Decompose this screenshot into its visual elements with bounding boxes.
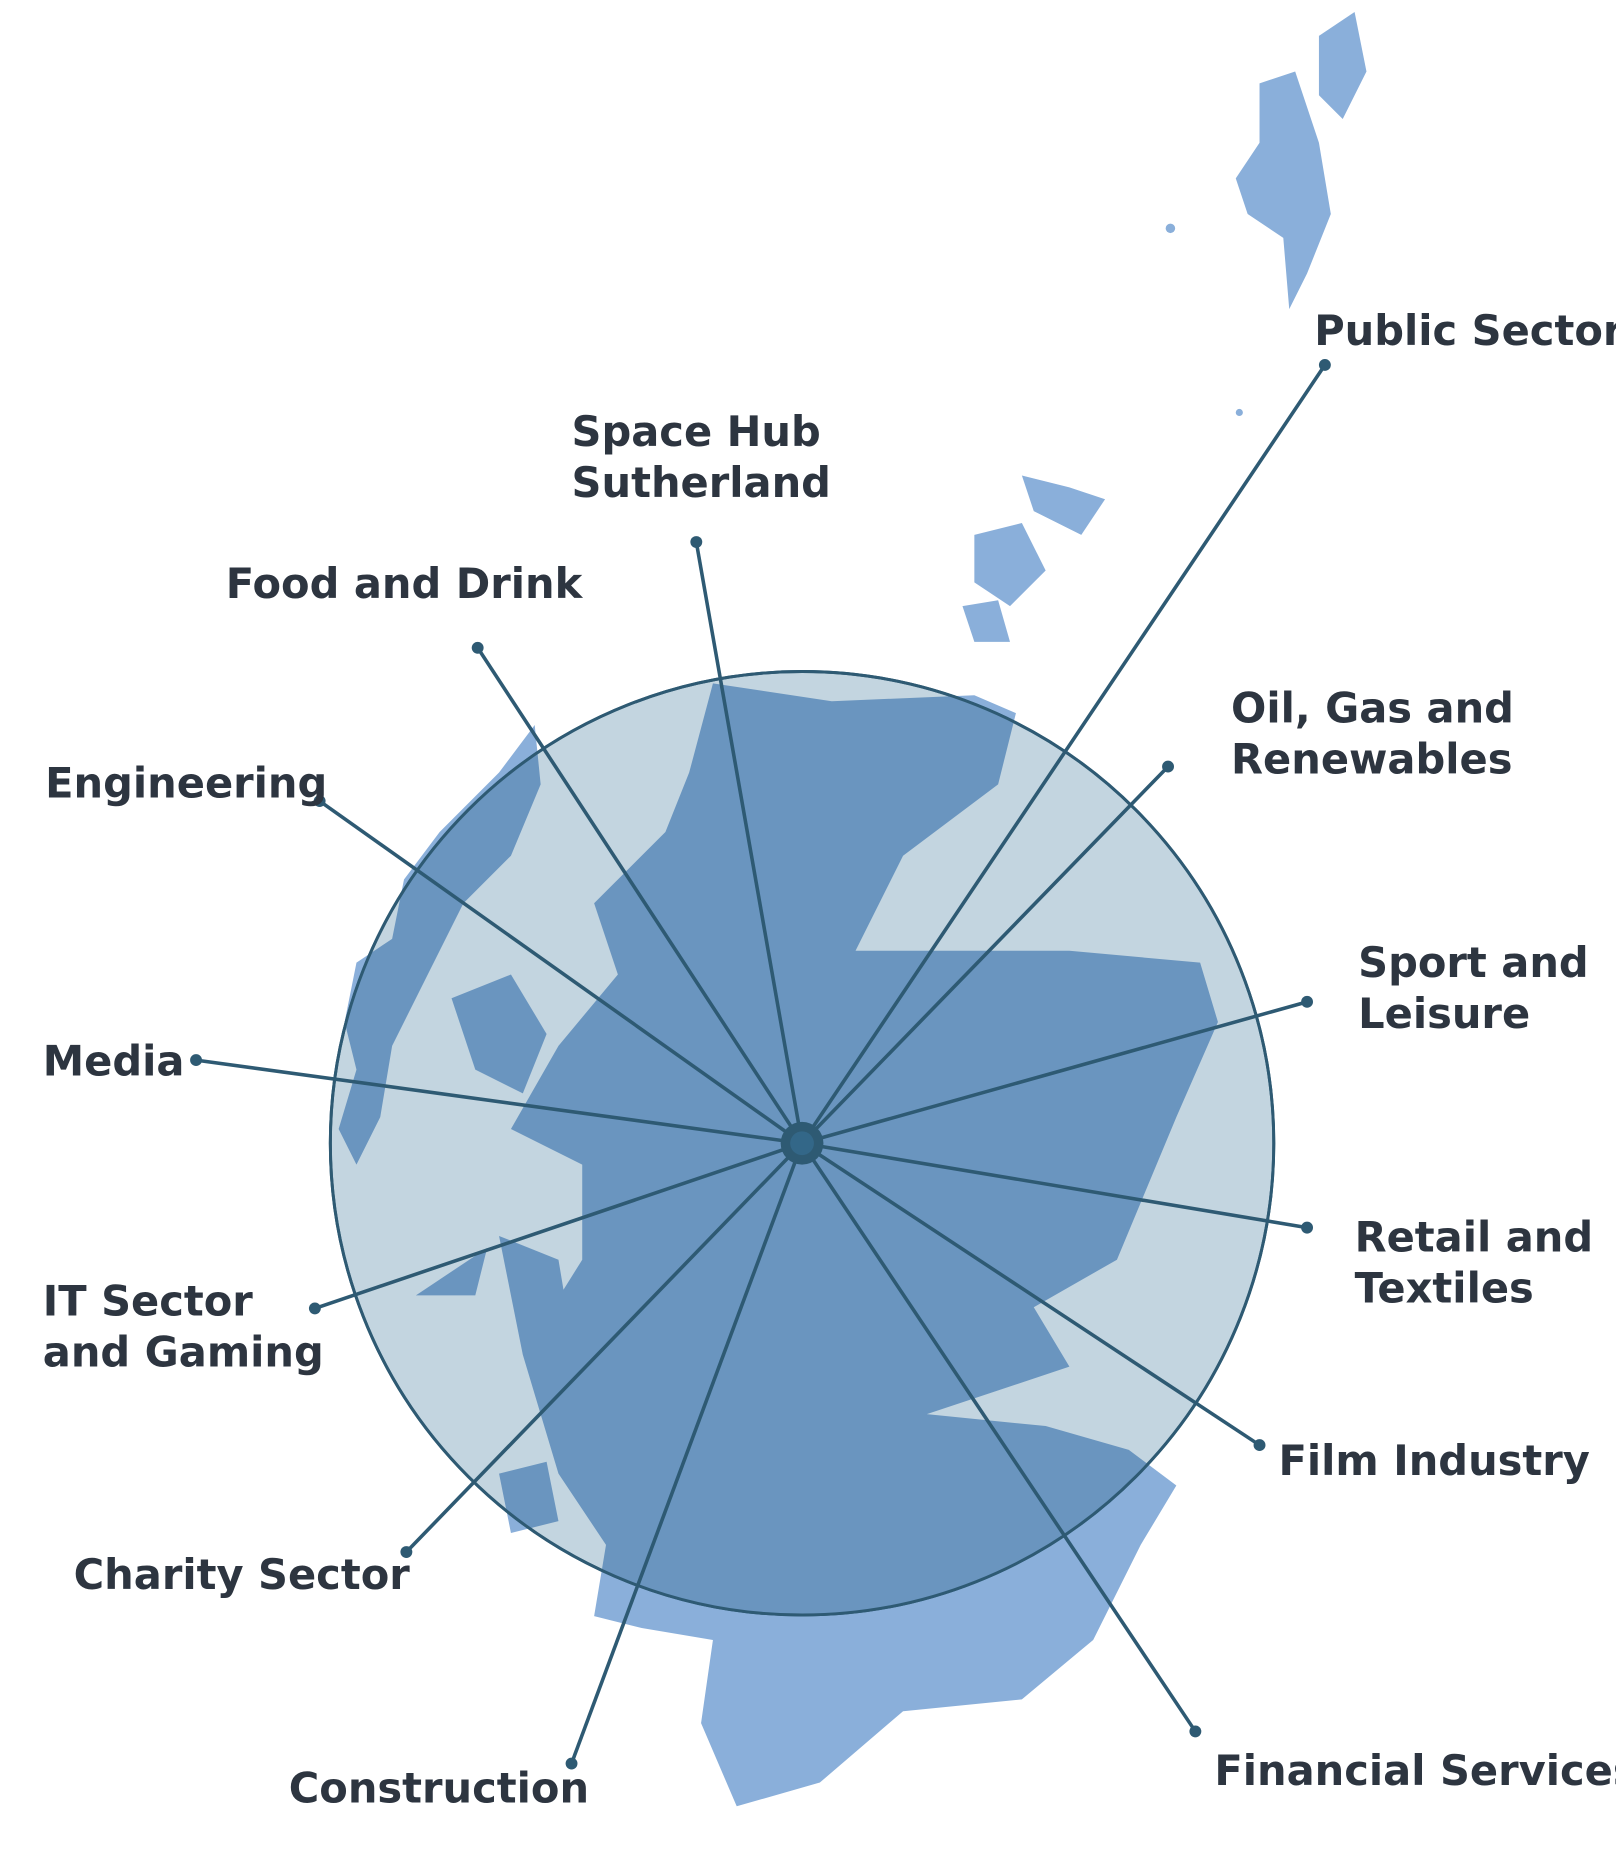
label-line: Space Hub	[572, 407, 821, 456]
label-line: Financial Services	[1214, 1746, 1616, 1795]
food-and-drink-endpoint-dot	[471, 641, 484, 654]
space-hub-sutherland-connector-line	[694, 541, 804, 1144]
label-line: Charity Sector	[74, 1550, 411, 1599]
label-line: Renewables	[1231, 735, 1512, 784]
financial-services-endpoint-dot	[1189, 1725, 1202, 1738]
sport-and-leisure-connector-line	[801, 1000, 1308, 1145]
label-line: Retail and	[1355, 1212, 1594, 1261]
space-hub-sutherland-label: Space Hub Sutherland	[572, 407, 831, 507]
label-line: and Gaming	[43, 1328, 324, 1377]
hub-point-inner	[790, 1131, 814, 1156]
construction-connector-line	[569, 1142, 804, 1765]
public-sector-connector-line	[800, 363, 1327, 1145]
media-label: Media	[43, 1037, 185, 1086]
sport-and-leisure-endpoint-dot	[1301, 995, 1313, 1008]
label-line: Leisure	[1358, 989, 1530, 1038]
public-sector-endpoint-dot	[1318, 359, 1331, 371]
label-line: Film Industry	[1279, 1436, 1590, 1485]
public-sector-label: Public Sector	[1314, 306, 1616, 355]
film-industry-label: Film Industry	[1279, 1436, 1590, 1485]
oil-gas-and-renewables-label: Oil, Gas and Renewables	[1231, 684, 1514, 784]
label-line: Oil, Gas and	[1231, 684, 1514, 733]
charity-sector-connector-line	[405, 1142, 804, 1554]
it-sector-and-gaming-connector-line	[314, 1141, 803, 1311]
charity-sector-endpoint-dot	[400, 1546, 413, 1558]
label-line: Textiles	[1355, 1263, 1534, 1312]
engineering-connector-line	[318, 799, 804, 1145]
financial-services-label: Financial Services	[1214, 1746, 1616, 1795]
oil-gas-and-renewables-connector-line	[800, 765, 1170, 1145]
label-line: Construction	[289, 1764, 589, 1813]
label-line: Sport and	[1358, 938, 1589, 987]
space-hub-sutherland-endpoint-dot	[690, 536, 703, 548]
film-industry-endpoint-dot	[1253, 1439, 1266, 1452]
film-industry-connector-line	[801, 1141, 1261, 1447]
label-line: IT Sector	[43, 1277, 254, 1326]
food-and-drink-label: Food and Drink	[226, 559, 584, 608]
construction-label: Construction	[289, 1764, 589, 1813]
retail-and-textiles-connector-line	[801, 1141, 1308, 1230]
oil-gas-and-renewables-endpoint-dot	[1162, 760, 1174, 773]
charity-sector-label: Charity Sector	[74, 1550, 411, 1599]
construction-endpoint-dot	[565, 1757, 578, 1770]
label-line: Engineering	[45, 758, 327, 807]
retail-and-textiles-endpoint-dot	[1301, 1221, 1313, 1234]
retail-and-textiles-label: Retail and Textiles	[1355, 1212, 1594, 1312]
food-and-drink-connector-line	[476, 646, 804, 1145]
it-sector-and-gaming-endpoint-dot	[308, 1302, 321, 1315]
label-line: Food and Drink	[226, 559, 584, 608]
label-line: Sutherland	[572, 458, 831, 507]
engineering-endpoint-dot	[313, 795, 326, 807]
label-line: Media	[43, 1037, 185, 1086]
label-line: Public Sector	[1314, 306, 1616, 355]
engineering-label: Engineering	[45, 758, 327, 807]
it-sector-and-gaming-label: IT Sector and Gaming	[43, 1277, 324, 1377]
sport-and-leisure-label: Sport and Leisure	[1358, 938, 1589, 1038]
media-connector-line	[195, 1058, 803, 1146]
financial-services-connector-line	[800, 1142, 1197, 1733]
media-endpoint-dot	[190, 1054, 202, 1067]
